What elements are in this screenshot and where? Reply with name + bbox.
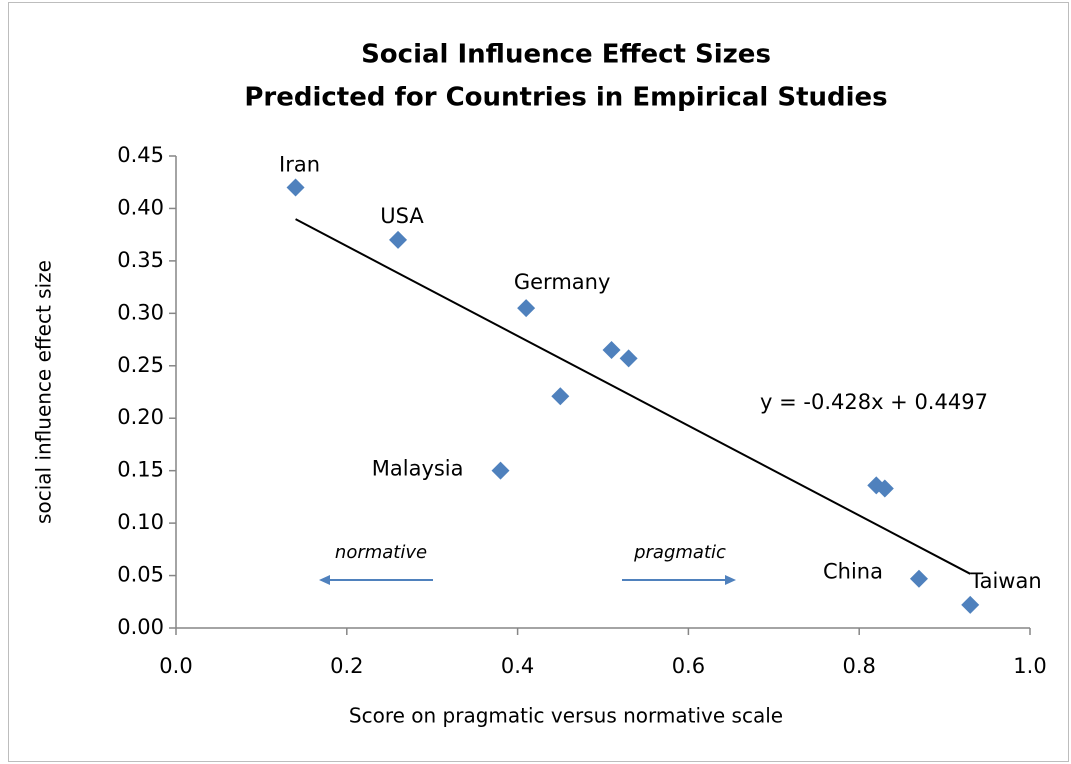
y-tick-label: 0.30 [117,300,164,324]
x-tick-label: 0.0 [159,654,192,678]
x-tick-label: 1.0 [1013,654,1046,678]
point [491,461,510,480]
point [517,299,536,318]
y-tick-label: 0.20 [117,405,164,429]
arrows [319,575,736,585]
y-tick-label: 0.40 [117,195,164,219]
point [909,569,928,588]
chart-title: Predicted for Countries in Empirical Stu… [244,83,887,113]
y-tick-label: 0.35 [117,248,164,272]
trendline-equation: y = -0.428x + 0.4497 [760,390,988,414]
point [875,479,894,498]
x-tick-label: 0.4 [501,654,534,678]
point-label: Iran [279,152,320,176]
point-label: USA [380,204,424,228]
trendline [295,218,971,575]
point-label: Malaysia [372,457,464,481]
point [619,349,638,368]
y-tick-label: 0.10 [117,510,164,534]
y-tick-label: 0.45 [117,143,164,167]
x-tick-label: 0.2 [330,654,363,678]
chart-title: Social Influence Effect Sizes [361,40,771,70]
annotation: normative [335,542,427,563]
y-tick-label: 0.15 [117,458,164,482]
arrow-head [319,575,330,585]
x-axis-title: Score on pragmatic versus normative scal… [349,704,783,728]
point [389,230,408,249]
point-label: Germany [514,270,611,294]
x-tick-label: 0.6 [672,654,705,678]
y-tick-label: 0.05 [117,563,164,587]
annotation: pragmatic [633,542,726,563]
arrow-head [725,575,736,585]
y-axis-title: social influence effect size [32,260,56,524]
point [602,341,621,360]
chart-frame [8,2,1069,762]
y-tick-label: 0.25 [117,353,164,377]
x-tick-label: 0.8 [842,654,875,678]
y-tick-label: 0.00 [117,615,164,639]
point [961,595,980,614]
point [286,178,305,197]
point [551,387,570,406]
point-label: Taiwan [969,569,1041,593]
point-label: China [823,560,883,584]
